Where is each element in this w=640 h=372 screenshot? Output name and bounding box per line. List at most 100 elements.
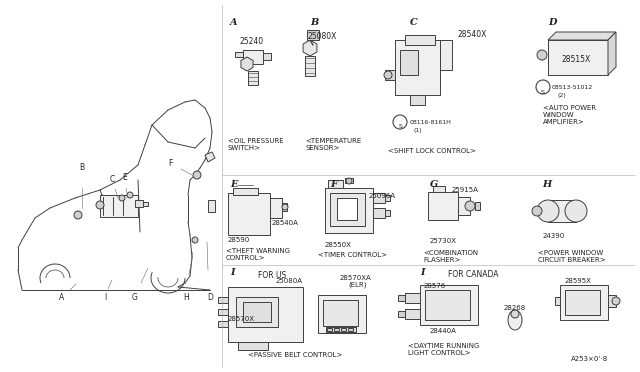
Text: 28440A: 28440A (430, 328, 457, 334)
Text: A: A (60, 294, 65, 302)
Bar (565, 290, 600, 315)
Bar (345, 178, 353, 183)
Text: B: B (79, 164, 84, 173)
Text: I: I (420, 268, 424, 277)
Polygon shape (608, 32, 616, 75)
Bar (337, 198, 357, 220)
Ellipse shape (508, 310, 522, 330)
Polygon shape (303, 40, 317, 56)
Bar (235, 52, 243, 57)
Text: F: F (330, 180, 337, 189)
Text: G: G (430, 180, 438, 189)
Bar (428, 192, 458, 220)
Bar (233, 188, 258, 195)
Bar (236, 297, 278, 327)
Text: 28590: 28590 (228, 237, 250, 243)
Circle shape (537, 200, 559, 222)
Text: (2): (2) (557, 93, 566, 98)
Bar (608, 295, 616, 307)
Bar (135, 200, 143, 207)
Text: I: I (230, 268, 234, 277)
Text: <AUTO POWER
WINDOW
AMPLIFIER>: <AUTO POWER WINDOW AMPLIFIER> (543, 105, 596, 125)
Bar (405, 35, 435, 45)
Bar (328, 180, 343, 188)
Text: 28576: 28576 (424, 283, 446, 289)
Bar (307, 30, 319, 40)
Bar (282, 203, 287, 211)
Text: 28540A: 28540A (272, 220, 299, 226)
Text: F: F (168, 160, 172, 169)
Text: A253×0’·8: A253×0’·8 (571, 356, 608, 362)
Bar (263, 53, 271, 60)
Bar (248, 71, 258, 85)
Text: <THEFT WARNING
CONTROL>: <THEFT WARNING CONTROL> (226, 248, 290, 261)
Bar (425, 290, 470, 320)
Bar (548, 200, 576, 222)
Polygon shape (548, 32, 616, 40)
Circle shape (537, 50, 547, 60)
Bar (270, 198, 282, 218)
Circle shape (532, 206, 542, 216)
Text: 25730X: 25730X (430, 238, 457, 244)
Text: E: E (230, 180, 237, 189)
Circle shape (511, 310, 519, 318)
Text: 28570XA: 28570XA (340, 275, 372, 281)
Circle shape (193, 171, 201, 179)
Bar (327, 328, 332, 331)
Text: <COMBINATION
FLASHER>: <COMBINATION FLASHER> (423, 250, 478, 263)
Text: <DAYTIME RUNNING
LIGHT CONTROL>: <DAYTIME RUNNING LIGHT CONTROL> (408, 343, 479, 356)
Text: A: A (230, 18, 237, 27)
Bar (305, 56, 315, 76)
Circle shape (282, 204, 288, 210)
Bar (228, 287, 303, 342)
Text: I: I (104, 294, 106, 302)
Text: 08116-8161H: 08116-8161H (410, 120, 452, 125)
Text: 25080X: 25080X (308, 32, 337, 41)
Bar (405, 293, 420, 303)
Circle shape (565, 200, 587, 222)
Text: FOR CANADA: FOR CANADA (448, 270, 499, 279)
Text: (ELR): (ELR) (348, 282, 367, 289)
Bar (243, 50, 263, 64)
Text: C: C (410, 18, 418, 27)
Text: <PASSIVE BELT CONTROL>: <PASSIVE BELT CONTROL> (248, 352, 342, 358)
Bar (475, 202, 480, 210)
Text: FOR US: FOR US (258, 271, 286, 280)
Bar (373, 208, 385, 218)
Text: (1): (1) (413, 128, 422, 133)
Text: 28540X: 28540X (458, 30, 488, 39)
Bar (238, 342, 268, 350)
Bar (560, 285, 608, 320)
Text: H: H (183, 294, 189, 302)
Bar (398, 311, 405, 317)
Text: B: B (310, 18, 318, 27)
Text: <OIL PRESSURE
SWITCH>: <OIL PRESSURE SWITCH> (228, 138, 284, 151)
Circle shape (119, 195, 125, 201)
Bar (218, 321, 228, 327)
Bar (385, 195, 390, 201)
Bar (458, 197, 470, 215)
Bar (341, 328, 346, 331)
Text: 25240: 25240 (239, 37, 263, 46)
Text: <SHIFT LOCK CONTROL>: <SHIFT LOCK CONTROL> (388, 148, 476, 154)
Text: 08513-51012: 08513-51012 (552, 85, 593, 90)
Text: 28570X: 28570X (228, 316, 255, 322)
Text: D: D (548, 18, 557, 27)
Circle shape (393, 115, 407, 129)
Bar (555, 297, 560, 305)
Bar (218, 309, 228, 315)
Text: E: E (123, 173, 127, 183)
Text: 25915A: 25915A (452, 187, 479, 193)
Circle shape (536, 80, 550, 94)
Circle shape (127, 192, 133, 198)
Bar (373, 193, 385, 203)
Circle shape (384, 71, 392, 79)
Bar (405, 309, 420, 319)
Text: <TEMPERATURE
SENSOR>: <TEMPERATURE SENSOR> (305, 138, 361, 151)
Bar (440, 40, 452, 70)
Text: D: D (207, 294, 213, 302)
Bar (325, 188, 373, 233)
Bar (348, 328, 353, 331)
Bar (323, 300, 358, 326)
Bar (326, 327, 356, 332)
